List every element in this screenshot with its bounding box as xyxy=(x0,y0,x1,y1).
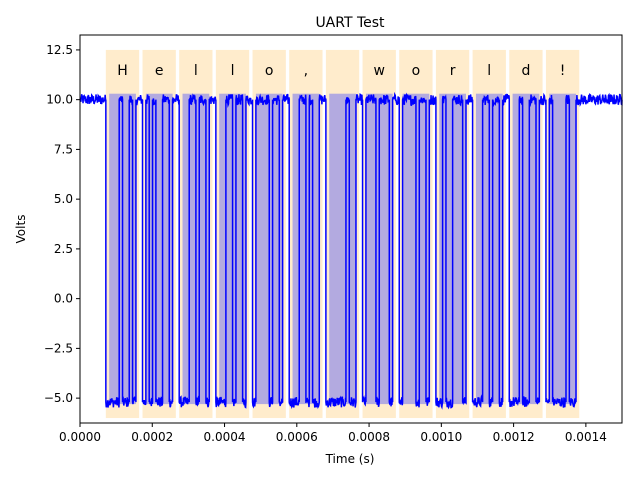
y-tick-label: 10.0 xyxy=(46,93,73,107)
x-tick-label: 0.0014 xyxy=(565,430,607,444)
y-tick-label: 7.5 xyxy=(54,142,73,156)
char-label-9: r xyxy=(450,63,456,79)
x-axis-ticks: 0.0000 0.0002 0.0004 0.0006 0.0008 0.0010 0.00… xyxy=(59,423,607,444)
char-label-1: e xyxy=(155,63,164,79)
char-label-4: o xyxy=(265,63,274,79)
x-tick-label: 0.0008 xyxy=(348,430,390,444)
data-box-6 xyxy=(329,93,356,405)
char-label-5: , xyxy=(304,63,308,79)
x-tick-label: 0.0010 xyxy=(420,430,462,444)
y-tick-label: 2.5 xyxy=(54,242,73,256)
char-label-12: ! xyxy=(560,63,566,79)
data-box-12 xyxy=(549,93,577,405)
signal-series-line xyxy=(79,91,623,410)
char-label-10: l xyxy=(487,63,491,79)
y-axis-ticks: −5.0 −2.5 0.0 2.5 5.0 7.5 10.0 12.5 xyxy=(44,43,80,405)
x-tick-label: 0.0006 xyxy=(276,430,318,444)
char-label-2: l xyxy=(194,63,198,79)
chart-title: UART Test xyxy=(315,15,385,31)
y-tick-label: 5.0 xyxy=(54,192,73,206)
char-label-3: l xyxy=(231,63,235,79)
x-tick-label: 0.0000 xyxy=(59,430,101,444)
data-box-11 xyxy=(512,93,540,405)
x-tick-label: 0.0012 xyxy=(493,430,535,444)
char-label-7: w xyxy=(373,63,384,79)
char-label-11: d xyxy=(521,63,530,79)
x-tick-label: 0.0002 xyxy=(131,430,173,444)
data-box-1 xyxy=(145,93,173,405)
y-tick-label: 0.0 xyxy=(54,292,73,306)
axes-frame xyxy=(79,34,623,424)
char-label-0: H xyxy=(117,63,128,79)
y-tick-label: −2.5 xyxy=(44,341,73,355)
y-axis-label: Volts xyxy=(14,215,28,244)
y-tick-label: −5.0 xyxy=(44,391,73,405)
x-axis-label: Time (s) xyxy=(325,452,375,466)
char-label-8: o xyxy=(412,63,421,79)
y-tick-label: 12.5 xyxy=(46,43,73,57)
x-tick-label: 0.0004 xyxy=(204,430,246,444)
signal-layer xyxy=(79,91,623,410)
